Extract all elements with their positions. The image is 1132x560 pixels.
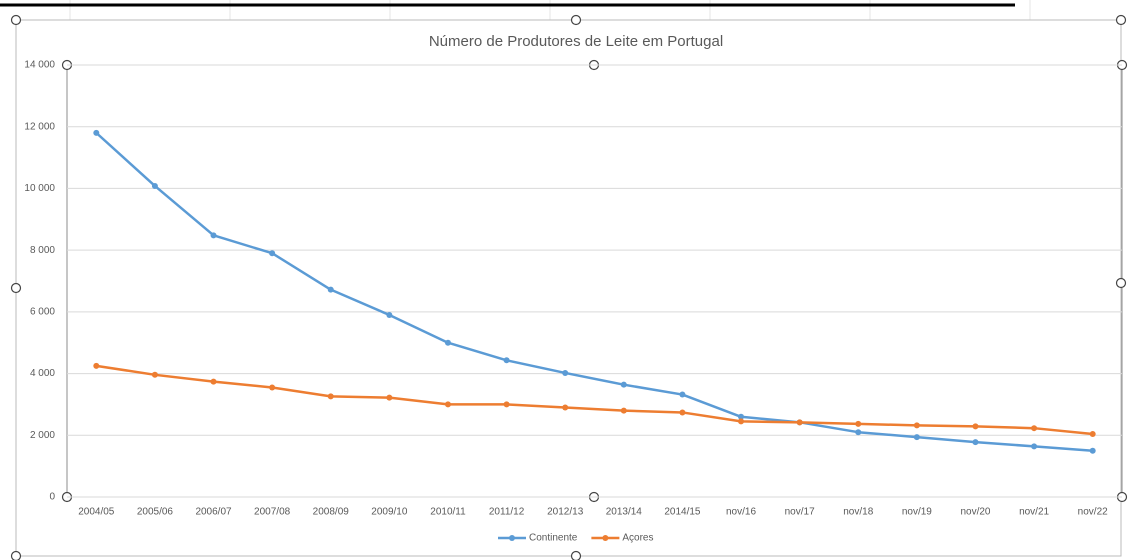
point xyxy=(562,404,569,411)
y-tick-label: 6 000 xyxy=(30,306,55,317)
point xyxy=(620,407,627,414)
y-tick-label: 4 000 xyxy=(30,368,55,379)
point xyxy=(855,420,862,427)
x-tick-label: 2008/09 xyxy=(313,507,350,518)
y-tick-label: 10 000 xyxy=(24,183,55,194)
x-tick-label: 2014/15 xyxy=(664,507,701,518)
point xyxy=(972,439,979,446)
legend-marker xyxy=(509,535,515,541)
y-tick-label: 2 000 xyxy=(30,430,55,441)
x-tick-label: nov/17 xyxy=(785,507,815,518)
point xyxy=(562,369,569,376)
x-tick-label: 2006/07 xyxy=(195,507,232,518)
y-tick-label: 0 xyxy=(49,492,55,503)
point xyxy=(738,418,745,425)
x-tick-label: nov/16 xyxy=(726,507,756,518)
x-tick-label: 2004/05 xyxy=(78,507,115,518)
point xyxy=(503,401,510,408)
point xyxy=(913,422,920,429)
sheet-grid xyxy=(69,0,1031,20)
x-tick-label: nov/18 xyxy=(843,507,873,518)
point xyxy=(679,409,686,416)
point xyxy=(620,381,627,388)
x-tick-label: 2005/06 xyxy=(137,507,174,518)
chart-area[interactable] xyxy=(15,19,1122,557)
point xyxy=(855,429,862,436)
point xyxy=(738,413,745,420)
series-line xyxy=(96,364,1093,436)
point xyxy=(1089,447,1096,454)
point xyxy=(93,129,100,136)
point xyxy=(796,419,803,426)
y-tick-label: 14 000 xyxy=(24,60,55,71)
legend-marker xyxy=(602,535,609,541)
x-tick-label: nov/21 xyxy=(1019,507,1049,518)
point xyxy=(210,378,217,385)
point xyxy=(444,401,451,408)
point xyxy=(327,393,334,400)
point xyxy=(151,371,158,378)
series-line xyxy=(95,131,1093,452)
x-tick-label: 2007/08 xyxy=(254,507,291,518)
point xyxy=(1031,425,1038,432)
point xyxy=(327,286,334,293)
x-tick-label: 2011/12 xyxy=(489,507,525,518)
x-tick-label: 2010/11 xyxy=(430,507,466,518)
point xyxy=(386,394,393,401)
y-tick-label: 8 000 xyxy=(30,245,55,256)
x-tick-label: nov/20 xyxy=(960,507,990,518)
point xyxy=(93,362,100,369)
point xyxy=(151,182,158,189)
point xyxy=(269,384,276,391)
x-tick-label: nov/22 xyxy=(1078,507,1108,518)
point xyxy=(444,339,451,346)
point xyxy=(972,423,979,430)
legend-label: Continente xyxy=(529,533,578,544)
point xyxy=(1031,443,1038,450)
point xyxy=(210,232,217,239)
x-tick-label: 2009/10 xyxy=(371,507,408,518)
chart-title: Número de Produtores de Leite em Portuga… xyxy=(429,33,723,50)
point xyxy=(503,357,510,364)
point xyxy=(269,250,276,257)
legend-label: Açores xyxy=(622,533,653,544)
x-tick-label: nov/19 xyxy=(902,507,932,518)
point xyxy=(679,391,686,398)
x-tick-label: 2013/14 xyxy=(606,507,643,518)
point xyxy=(1089,431,1096,438)
x-tick-label: 2012/13 xyxy=(547,507,584,518)
point xyxy=(913,434,920,441)
point xyxy=(386,311,393,318)
y-tick-label: 12 000 xyxy=(24,121,55,132)
